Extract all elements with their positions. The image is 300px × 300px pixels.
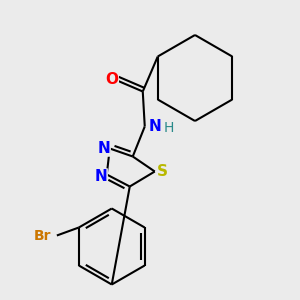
Text: N: N	[94, 169, 107, 184]
Text: N: N	[148, 119, 161, 134]
Text: S: S	[157, 164, 168, 179]
Text: H: H	[164, 122, 174, 136]
Text: Br: Br	[34, 229, 52, 242]
Text: O: O	[105, 72, 118, 87]
Text: N: N	[98, 141, 110, 156]
